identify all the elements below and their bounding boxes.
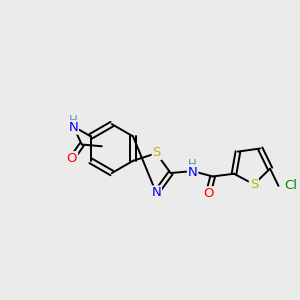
Text: H: H <box>69 114 78 127</box>
Text: O: O <box>203 187 214 200</box>
Text: O: O <box>67 152 77 165</box>
Text: S: S <box>250 178 258 191</box>
Text: N: N <box>152 186 161 199</box>
Text: H: H <box>188 158 197 172</box>
Text: S: S <box>152 146 161 159</box>
Text: Cl: Cl <box>284 179 297 192</box>
Text: N: N <box>68 121 78 134</box>
Text: N: N <box>188 166 197 178</box>
